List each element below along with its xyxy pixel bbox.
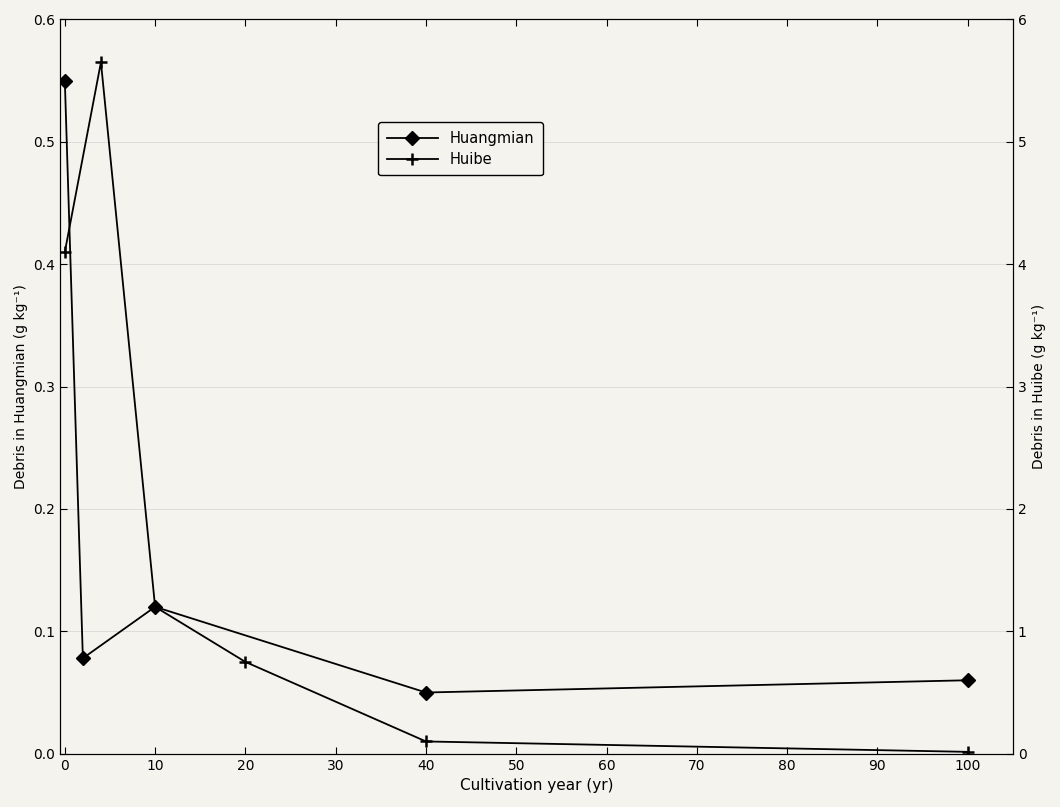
Huibe — [94, 57, 107, 67]
X-axis label: Cultivation year (yr): Cultivation year (yr) — [460, 778, 614, 793]
Line: Huangmian: Huangmian — [60, 76, 972, 697]
Y-axis label: Debris in Huibe (g kg⁻¹): Debris in Huibe (g kg⁻¹) — [1032, 304, 1046, 469]
Y-axis label: Debris in Huangmian (g kg⁻¹): Debris in Huangmian (g kg⁻¹) — [14, 284, 28, 489]
Huibe — [240, 657, 252, 667]
Huangmian — [148, 602, 161, 612]
Huangmian — [58, 76, 71, 86]
Huangmian — [961, 675, 974, 685]
Legend: Huangmian, Huibe: Huangmian, Huibe — [378, 122, 543, 175]
Huibe — [148, 602, 161, 612]
Huibe — [58, 247, 71, 257]
Huibe — [420, 737, 432, 746]
Huangmian — [420, 688, 432, 697]
Huangmian — [76, 654, 89, 663]
Huibe — [961, 747, 974, 757]
Line: Huibe: Huibe — [58, 56, 974, 758]
